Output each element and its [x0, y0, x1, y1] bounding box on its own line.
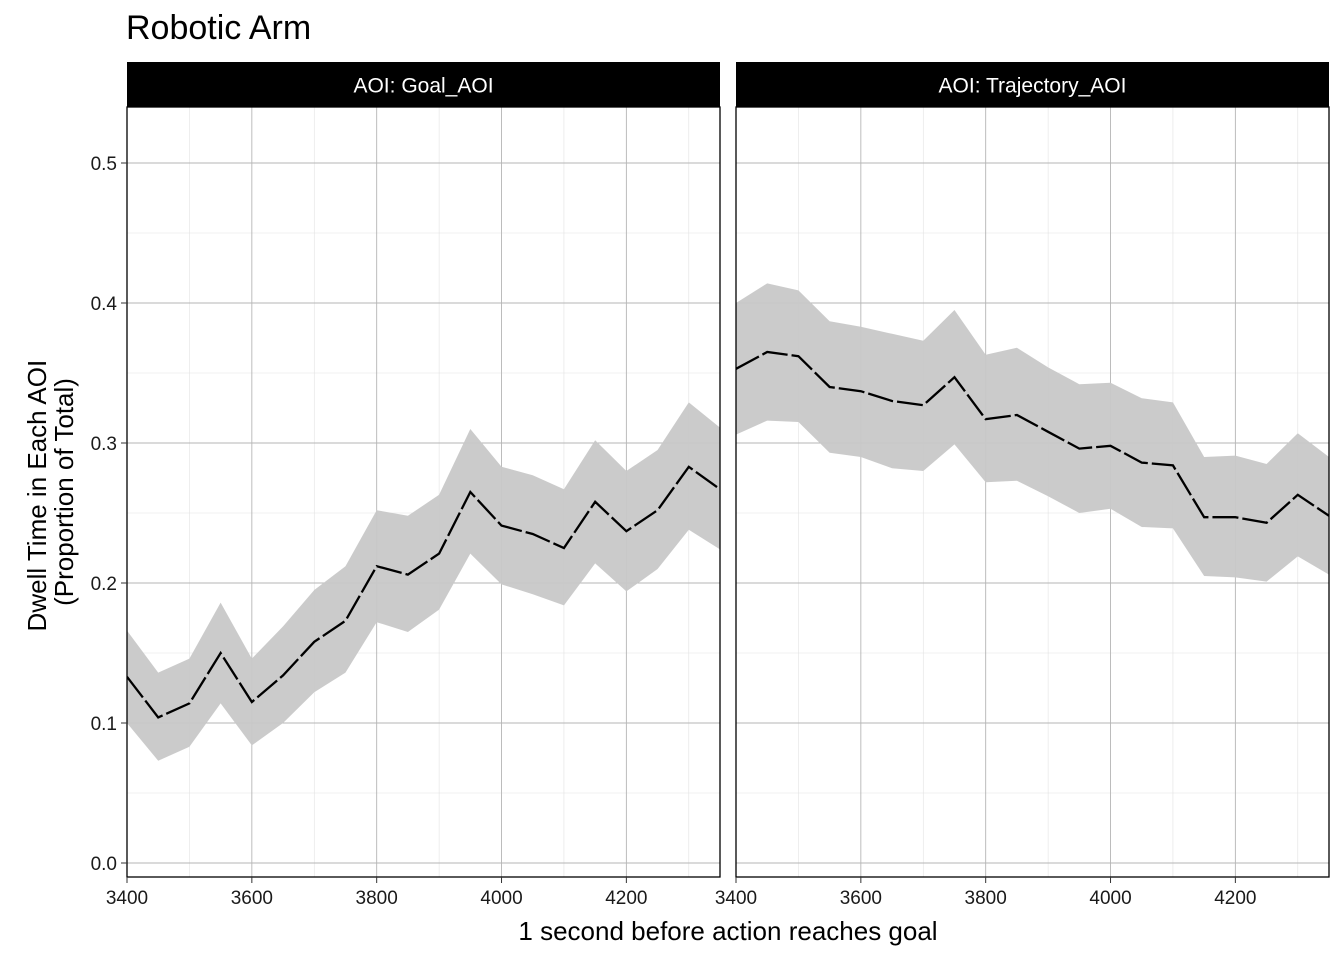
panel-1: AOI: Goal_AOI 3400 3600 3800 4000 4200: [106, 62, 721, 909]
y-axis: 0.0 0.1 0.2 0.3 0.4 0.5: [91, 154, 127, 875]
x-tick-label: 3400: [106, 888, 148, 909]
y-tick-label: 0.2: [91, 574, 117, 595]
y-tick-label: 0.0: [91, 854, 117, 875]
x-tick-label: 3800: [965, 888, 1007, 909]
y-axis-title-line-1: Dwell Time in Each AOI: [22, 360, 52, 632]
x-tick-label: 4000: [1089, 888, 1131, 909]
x-tick-label: 4000: [480, 888, 522, 909]
series-line: [736, 350, 1329, 525]
facet-strip-label: AOI: Trajectory_AOI: [939, 75, 1127, 98]
x-tick-label: 3800: [356, 888, 398, 909]
y-axis-title-line-2: (Proportion of Total): [49, 378, 79, 606]
y-axis-title: Dwell Time in Each AOI (Proportion of To…: [22, 353, 79, 632]
x-tick-label: 4200: [1214, 888, 1256, 909]
y-tick-label: 0.4: [91, 294, 118, 315]
x-axis-title: 1 second before action reaches goal: [518, 916, 937, 946]
x-tick-label: 4200: [605, 888, 647, 909]
x-tick-label: 3600: [231, 888, 273, 909]
facet-strip: [127, 62, 720, 107]
facet-strip: [736, 62, 1329, 107]
x-tick-label: 3400: [715, 888, 757, 909]
x-tick-label: 3600: [840, 888, 882, 909]
panel-2: AOI: Trajectory_AOI 3400 3600 3800 4000 4200: [715, 62, 1330, 909]
confidence-ribbon: [127, 402, 720, 761]
y-tick-label: 0.5: [91, 154, 117, 175]
confidence-ribbon: [736, 283, 1329, 582]
series-line: [127, 465, 720, 719]
y-tick-label: 0.3: [91, 434, 117, 455]
chart-title: Robotic Arm: [126, 9, 311, 47]
facet-strip-label: AOI: Goal_AOI: [353, 75, 493, 98]
y-tick-label: 0.1: [91, 714, 117, 735]
